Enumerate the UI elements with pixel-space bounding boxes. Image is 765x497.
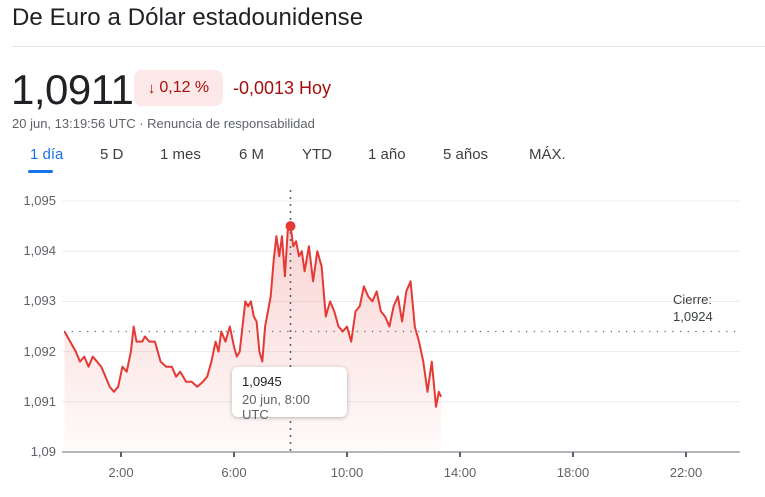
page-title: De Euro a Dólar estadounidense (12, 4, 364, 31)
tab-1-day[interactable]: 1 día (30, 146, 64, 163)
x-tick-label: 2:00 (108, 465, 134, 480)
tab-ytd[interactable]: YTD (302, 146, 332, 163)
chart-gridlines (62, 200, 740, 403)
previous-close-caption: Cierre: (673, 292, 713, 307)
arrow-down-icon: ↓ (147, 79, 156, 97)
range-tabs: 1 día 5 D 1 mes 6 M YTD 1 año 5 años MÁX… (0, 144, 765, 174)
y-tick-label: 1,093 (23, 293, 56, 308)
tab-5-years[interactable]: 5 años (443, 146, 489, 163)
change-percent-badge: ↓ 0,12 % (134, 70, 223, 106)
y-tick-label: 1,091 (23, 394, 56, 409)
x-tick-label: 22:00 (669, 465, 703, 480)
tooltip-date: 20 jun, 8:00 UTC (242, 392, 310, 422)
y-tick-label: 1,094 (23, 243, 56, 258)
x-tick-label: 6:00 (221, 465, 247, 480)
previous-close-label: Cierre: 1,0924 (673, 291, 713, 325)
chart-tooltip: 1,0945 20 jun, 8:00 UTC (232, 367, 347, 422)
quote-timestamp: 20 jun, 13:19:56 UTC (12, 116, 136, 131)
header-divider (12, 46, 765, 47)
separator: · (135, 116, 148, 131)
x-tick-label: 10:00 (330, 465, 364, 480)
change-absolute: -0,0013 Hoy (233, 78, 332, 98)
disclaimer-link[interactable]: Renuncia de responsabilidad (147, 116, 315, 131)
tab-5-days[interactable]: 5 D (100, 146, 124, 163)
active-tab-indicator (28, 170, 53, 173)
quote-subline: 20 jun, 13:19:56 UTC · Renuncia de respo… (12, 116, 315, 131)
x-tick-label: 14:00 (443, 465, 477, 480)
y-tick-label: 1,095 (23, 193, 56, 208)
y-tick-label: 1,092 (23, 344, 56, 359)
previous-close-value: 1,0924 (673, 309, 713, 324)
chart-line (63, 225, 443, 408)
tab-6-months[interactable]: 6 M (239, 146, 265, 163)
change-percent: 0,12 % (159, 79, 210, 96)
tab-1-year[interactable]: 1 año (368, 146, 406, 163)
x-axis-ticks (120, 452, 687, 457)
x-tick-label: 18:00 (556, 465, 590, 480)
price-chart[interactable]: 1,095 1,094 1,093 1,092 1,091 1,09 2:00 … (0, 185, 765, 497)
y-tick-label: 1,09 (30, 444, 56, 459)
tab-max[interactable]: MÁX. (529, 146, 566, 163)
hover-point-marker (285, 221, 296, 232)
current-price: 1,0911 (11, 66, 134, 113)
chart-plot[interactable] (0, 185, 765, 497)
tab-1-month[interactable]: 1 mes (160, 146, 201, 163)
tooltip-value: 1,0945 (242, 374, 282, 389)
